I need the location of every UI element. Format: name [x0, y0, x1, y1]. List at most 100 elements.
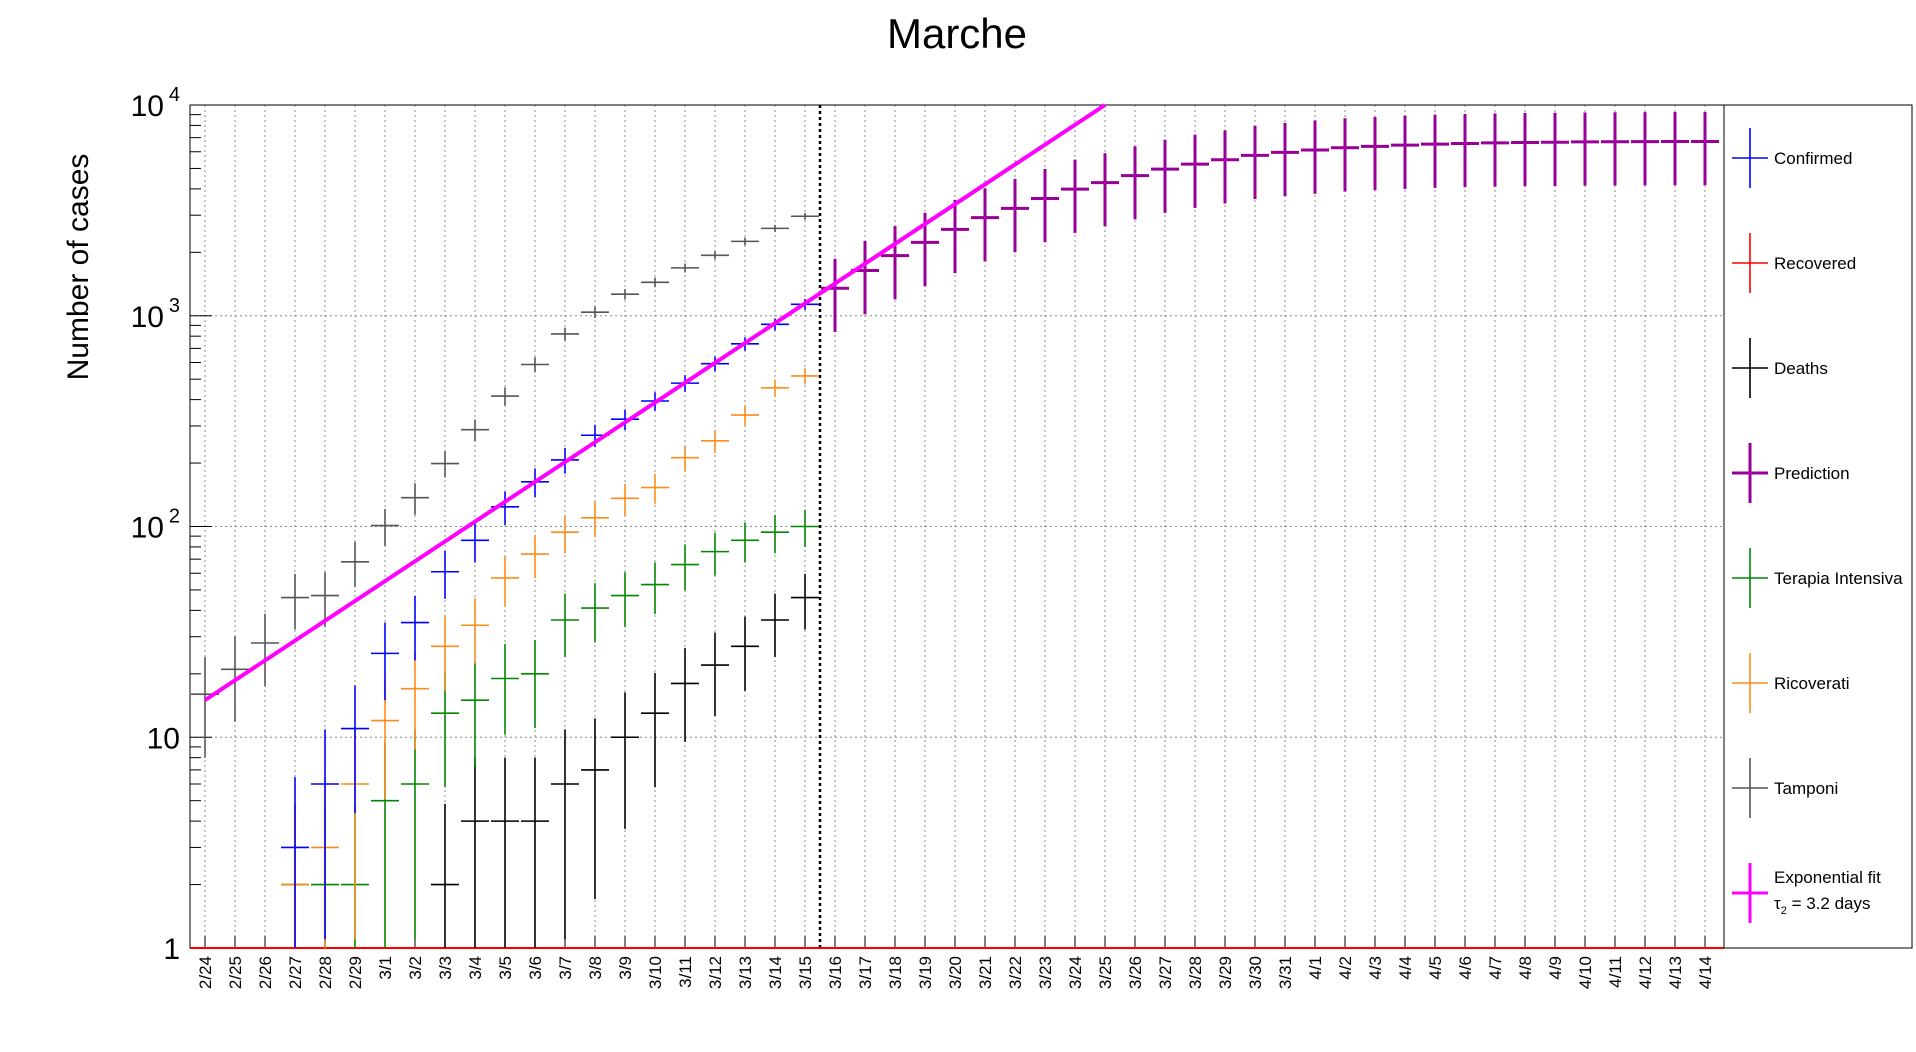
- data-point: [521, 639, 549, 729]
- data-point: [491, 556, 519, 607]
- y-tick-label: 10: [131, 512, 164, 545]
- x-tick-label: 3/16: [826, 956, 845, 989]
- data-point: [611, 409, 639, 430]
- legend-label: Prediction: [1774, 464, 1850, 483]
- data-point: [1391, 115, 1419, 189]
- data-point: [611, 483, 639, 516]
- x-tick-label: 2/27: [286, 956, 305, 989]
- x-tick-label: 4/11: [1606, 956, 1625, 988]
- data-point: [581, 583, 609, 643]
- data-point: [701, 430, 729, 454]
- data-point: [1661, 112, 1689, 186]
- data-point: [1301, 120, 1329, 194]
- x-tick-label: 2/25: [226, 956, 245, 989]
- x-tick-label: 2/28: [316, 956, 335, 989]
- x-tick-label: 3/9: [616, 956, 635, 980]
- x-tick-label: 3/1: [376, 956, 395, 980]
- data-point: [821, 258, 849, 333]
- data-point: [1211, 130, 1239, 204]
- legend-entry-tamponi: Tamponi: [1732, 758, 1838, 818]
- data-point: [521, 534, 549, 579]
- x-tick-label: 3/12: [706, 956, 725, 989]
- data-point: [881, 226, 909, 300]
- data-point: [461, 419, 489, 442]
- data-point: [551, 327, 579, 341]
- x-tick-label: 3/23: [1036, 956, 1055, 989]
- data-point: [551, 593, 579, 658]
- data-point: [1691, 112, 1719, 186]
- data-point: [671, 445, 699, 472]
- legend-label: Exponential fit: [1774, 868, 1881, 887]
- x-tick-label: 3/20: [946, 956, 965, 989]
- legend-entry-deaths: Deaths: [1732, 338, 1828, 398]
- data-point: [311, 729, 339, 940]
- data-point: [491, 757, 519, 948]
- legend-entry-recovered: Recovered: [1732, 233, 1856, 293]
- data-point: [761, 224, 789, 233]
- data-point: [341, 685, 369, 814]
- data-point: [281, 573, 309, 630]
- data-point: [581, 718, 609, 899]
- legend-entry-exponential-fit: Exponential fit τ2 = 3.2 days: [1732, 863, 1881, 923]
- data-point: [1541, 112, 1569, 186]
- data-point: [761, 593, 789, 658]
- data-point: [611, 692, 639, 829]
- data-point: [701, 251, 729, 260]
- x-tick-label: 3/29: [1216, 956, 1235, 989]
- data-point: [791, 368, 819, 385]
- x-tick-label: 3/13: [736, 956, 755, 989]
- series-terapia-intensiva: [281, 509, 819, 948]
- legend-frame: [1723, 104, 1913, 949]
- data-point: [641, 562, 669, 615]
- x-tick-label: 3/14: [766, 956, 785, 989]
- data-point: [1001, 178, 1029, 253]
- legend-label: Confirmed: [1774, 149, 1852, 168]
- data-point: [1631, 112, 1659, 186]
- data-point: [491, 387, 519, 406]
- y-tick-exponent: 4: [169, 84, 180, 106]
- x-tick-label: 3/4: [466, 956, 485, 980]
- data-point: [641, 277, 669, 288]
- x-tick-label: 2/29: [346, 956, 365, 989]
- legend-entry-prediction: Prediction: [1732, 443, 1850, 503]
- y-tick-label: 10: [147, 722, 180, 755]
- data-point: [401, 595, 429, 661]
- data-point: [191, 657, 219, 758]
- y-tick-label: 1: [163, 933, 180, 966]
- data-point: [701, 532, 729, 576]
- data-point: [851, 240, 879, 315]
- data-point: [461, 662, 489, 767]
- data-point: [671, 544, 699, 591]
- data-point: [611, 289, 639, 300]
- data-point: [611, 572, 639, 628]
- series-prediction: [821, 112, 1719, 333]
- x-tick-label: 2/26: [256, 956, 275, 989]
- data-point: [431, 451, 459, 478]
- x-tick-label: 2/24: [196, 956, 215, 989]
- data-point: [731, 522, 759, 563]
- data-point: [371, 508, 399, 546]
- y-tick-exponent: 2: [169, 506, 180, 528]
- data-point: [401, 729, 429, 940]
- data-point: [761, 379, 789, 397]
- legend-entry-confirmed: Confirmed: [1732, 128, 1852, 188]
- x-tick-label: 3/15: [796, 956, 815, 989]
- data-point: [521, 357, 549, 373]
- data-point: [491, 643, 519, 735]
- x-tick-label: 3/2: [406, 956, 425, 980]
- axes: 2/24 2/25 2/26 2/27 2/28 2/29 3/1 3/2 3/3 3/4 3/5 3…: [131, 84, 1715, 989]
- y-axis-label: Number of cases: [62, 154, 95, 381]
- data-point: [461, 598, 489, 664]
- data-point: [1061, 159, 1089, 233]
- x-tick-label: 3/7: [556, 956, 575, 980]
- x-tick-label: 3/8: [586, 956, 605, 980]
- series-tamponi: [191, 212, 819, 758]
- y-tick-exponent: 3: [169, 295, 180, 317]
- data-point: [1451, 113, 1479, 188]
- x-tick-label: 3/11: [676, 956, 695, 988]
- legend-entry-ricoverati: Ricoverati: [1732, 653, 1850, 713]
- x-tick-label: 3/3: [436, 956, 455, 980]
- data-point: [281, 777, 309, 948]
- data-point: [791, 573, 819, 630]
- data-point: [791, 509, 819, 547]
